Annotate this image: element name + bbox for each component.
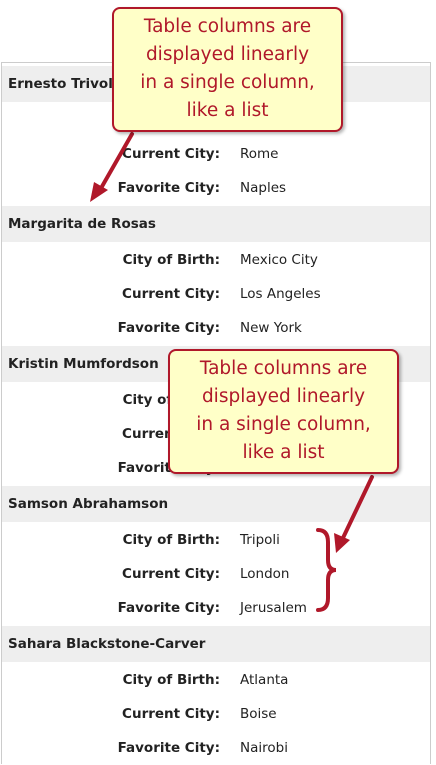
- callout: Table columns are displayed linearly in a …: [112, 7, 343, 132]
- arrow: [98, 132, 134, 192]
- callout-text: displayed linearly: [201, 386, 366, 407]
- field-value: Atlanta: [240, 672, 289, 688]
- field-label: Current City:: [122, 146, 220, 162]
- callout-text: like a list: [242, 442, 325, 463]
- field-value: New York: [240, 320, 302, 336]
- callout-text: in a single column,: [140, 72, 315, 93]
- field-value: London: [240, 566, 290, 582]
- field-value: Tripoli: [240, 532, 280, 548]
- field-value: Los Angeles: [240, 286, 321, 302]
- field-label: Favorite City:: [117, 740, 220, 756]
- brace: [316, 528, 337, 612]
- field-label: City of Birth:: [122, 532, 220, 548]
- field-value: Rome: [240, 146, 279, 162]
- field-label: City of Birth:: [122, 252, 220, 268]
- person-name: Sahara Blackstone-Carver: [2, 626, 430, 662]
- callout-text: like a list: [186, 100, 269, 121]
- field-value: Mexico City: [240, 252, 318, 268]
- field-label: City of Birth:: [122, 672, 220, 688]
- field-value: Naples: [240, 180, 287, 196]
- field-value: Nairobi: [240, 740, 288, 756]
- field-label: Favorite City:: [117, 320, 220, 336]
- field-label: Current City:: [122, 706, 220, 722]
- person-name: Margarita de Rosas: [2, 206, 430, 242]
- field-label: Favorite City:: [117, 600, 220, 616]
- field-label: Favorite City:: [117, 180, 220, 196]
- arrow: [340, 475, 374, 542]
- arrowhead: [334, 533, 350, 553]
- callout: Table columns are displayed linearly in a …: [168, 349, 399, 474]
- field-label: Current City:: [122, 566, 220, 582]
- callout-text: displayed linearly: [145, 44, 310, 65]
- callout-text: Table columns are: [143, 16, 312, 37]
- callout-text: in a single column,: [196, 414, 371, 435]
- arrowhead: [90, 182, 108, 202]
- field-value: Boise: [240, 706, 277, 722]
- field-value: Jerusalem: [240, 600, 307, 616]
- callout-text: Table columns are: [199, 358, 368, 379]
- field-label: Current City:: [122, 286, 220, 302]
